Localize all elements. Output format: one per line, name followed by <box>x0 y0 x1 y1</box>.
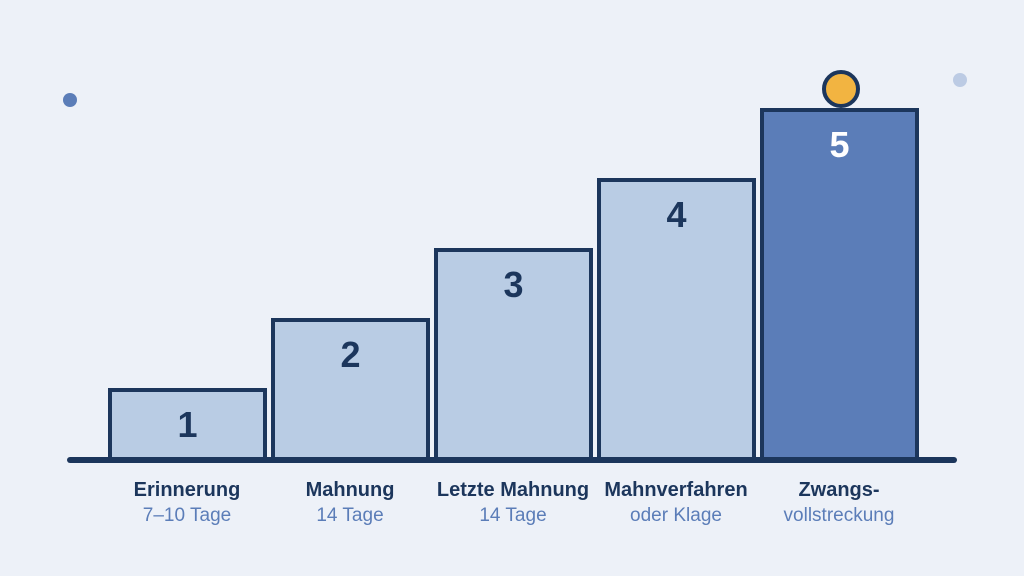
stage-2-subtitle: 14 Tage <box>316 505 384 526</box>
stage-3-title: Letzte Mahnung <box>436 479 590 501</box>
stage-3-subtitle: 14 Tage <box>479 505 547 526</box>
stage-5-subtitle: vollstreckung <box>783 505 895 526</box>
step-3-number: 3 <box>503 264 524 305</box>
decorative-dot-right <box>953 73 967 87</box>
stage-5-title: Zwangs- <box>798 479 880 501</box>
decorative-dot-left <box>63 93 77 107</box>
step-4: 4 <box>597 178 756 461</box>
stage-4-subtitle: oder Klage <box>630 505 722 526</box>
step-5: 5 <box>760 108 919 461</box>
step-5-number: 5 <box>829 124 850 165</box>
baseline <box>67 457 957 463</box>
stage-4-label: Mahnverfahren oder Klage <box>586 478 766 528</box>
step-2: 2 <box>271 318 430 461</box>
stage-1-subtitle: 7–10 Tage <box>142 505 232 526</box>
stage-5-label: Zwangs- vollstreckung <box>749 478 929 528</box>
stage-2-title: Mahnung <box>305 479 395 501</box>
step-4-number: 4 <box>666 194 687 235</box>
stage-3-label: Letzte Mahnung 14 Tage <box>423 478 603 528</box>
stage-2-label: Mahnung 14 Tage <box>260 478 440 528</box>
step-1-number: 1 <box>177 404 198 445</box>
step-3: 3 <box>434 248 593 461</box>
stage-4-title: Mahnverfahren <box>604 479 748 501</box>
coin-icon <box>822 70 860 108</box>
step-2-number: 2 <box>340 334 361 375</box>
stage-1-label: Erinnerung 7–10 Tage <box>97 478 277 528</box>
step-1: 1 <box>108 388 267 461</box>
stage-1-title: Erinnerung <box>133 479 241 501</box>
